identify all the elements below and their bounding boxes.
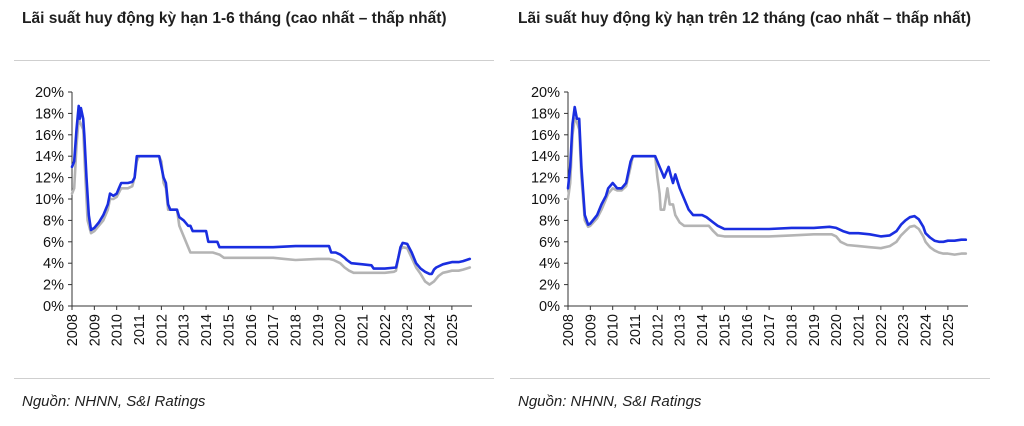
x-tick-label: 2008 xyxy=(561,314,577,346)
x-tick-label: 2013 xyxy=(673,314,689,346)
x-tick-label: 2021 xyxy=(356,314,372,346)
y-tick-label: 8% xyxy=(43,213,64,229)
y-tick-label: 12% xyxy=(35,171,64,187)
x-tick-label: 2013 xyxy=(177,314,193,346)
y-tick-label: 6% xyxy=(539,235,560,251)
divider xyxy=(14,60,494,61)
y-tick-label: 12% xyxy=(531,171,560,187)
highest-series-line xyxy=(566,105,968,244)
y-tick-label: 10% xyxy=(531,192,560,208)
y-tick-label: 16% xyxy=(531,128,560,144)
y-tick-label: 0% xyxy=(43,299,64,315)
divider xyxy=(14,378,494,379)
chart-title: Lãi suất huy động kỳ hạn 1-6 tháng (cao … xyxy=(22,10,447,27)
x-tick-label: 2025 xyxy=(445,314,461,346)
x-tick-label: 2020 xyxy=(333,314,349,346)
divider xyxy=(510,60,990,61)
y-tick-label: 16% xyxy=(35,128,64,144)
line-chart-long-term: 0% 2% 4% 6% 8% 10% 12% 14% 16% 18% 20% 2008 2009 2010… xyxy=(531,85,968,346)
x-tick-label: 2011 xyxy=(628,314,644,345)
x-tick-label: 2018 xyxy=(288,314,304,346)
x-tick-label: 2024 xyxy=(423,314,439,346)
x-tick-label: 2023 xyxy=(896,314,912,346)
x-tick-label: 2012 xyxy=(650,314,666,346)
y-tick-label: 2% xyxy=(539,278,560,294)
x-tick-label: 2024 xyxy=(919,314,935,346)
x-tick-label: 2020 xyxy=(829,314,845,346)
source-note: Nguồn: NHNN, S&I Ratings xyxy=(518,393,702,410)
x-tick-label: 2012 xyxy=(154,314,170,346)
lowest-series-line xyxy=(566,117,968,256)
x-tick-label: 2019 xyxy=(807,314,823,346)
x-tick-label: 2014 xyxy=(199,314,215,346)
x-tick-label: 2023 xyxy=(400,314,416,346)
y-tick-label: 6% xyxy=(43,235,64,251)
highest-series-line xyxy=(70,104,472,276)
y-tick-label: 14% xyxy=(35,149,64,165)
y-tick-label: 4% xyxy=(43,256,64,272)
y-tick-label: 0% xyxy=(539,299,560,315)
y-tick-label: 18% xyxy=(531,106,560,122)
chart-title: Lãi suất huy động kỳ hạn trên 12 tháng (… xyxy=(518,10,971,27)
x-tick-label: 2015 xyxy=(717,314,733,346)
y-tick-label: 20% xyxy=(35,85,64,101)
x-tick-label: 2018 xyxy=(784,314,800,346)
x-tick-label: 2014 xyxy=(695,314,711,346)
x-tick-label: 2009 xyxy=(583,314,599,346)
x-tick-label: 2017 xyxy=(266,314,282,346)
x-tick-label: 2011 xyxy=(132,314,148,345)
chart-panel-long-term: Lãi suất huy động kỳ hạn trên 12 tháng (… xyxy=(510,0,990,426)
chart-panel-short-term: Lãi suất huy động kỳ hạn 1-6 tháng (cao … xyxy=(14,0,494,426)
x-tick-label: 2025 xyxy=(941,314,957,346)
x-tick-label: 2022 xyxy=(874,314,890,346)
lowest-series-line xyxy=(70,117,472,286)
x-tick-label: 2015 xyxy=(221,314,237,346)
x-tick-label: 2010 xyxy=(110,314,126,346)
divider xyxy=(510,378,990,379)
y-tick-label: 8% xyxy=(539,213,560,229)
x-tick-label: 2017 xyxy=(762,314,778,346)
y-tick-label: 20% xyxy=(531,85,560,101)
x-tick-label: 2022 xyxy=(378,314,394,346)
y-tick-label: 14% xyxy=(531,149,560,165)
source-note: Nguồn: NHNN, S&I Ratings xyxy=(22,393,206,410)
line-chart-short-term: 0% 2% 4% 6% 8% 10% 12% 14% 16% 18% 20% 2008 2009 2010… xyxy=(35,85,472,346)
x-tick-label: 2016 xyxy=(740,314,756,346)
y-tick-label: 4% xyxy=(539,256,560,272)
x-tick-label: 2019 xyxy=(311,314,327,346)
x-tick-label: 2021 xyxy=(852,314,868,346)
x-tick-label: 2008 xyxy=(65,314,81,346)
y-tick-label: 2% xyxy=(43,278,64,294)
x-tick-label: 2016 xyxy=(244,314,260,346)
y-tick-label: 18% xyxy=(35,106,64,122)
x-tick-label: 2009 xyxy=(87,314,103,346)
y-tick-label: 10% xyxy=(35,192,64,208)
x-tick-label: 2010 xyxy=(606,314,622,346)
